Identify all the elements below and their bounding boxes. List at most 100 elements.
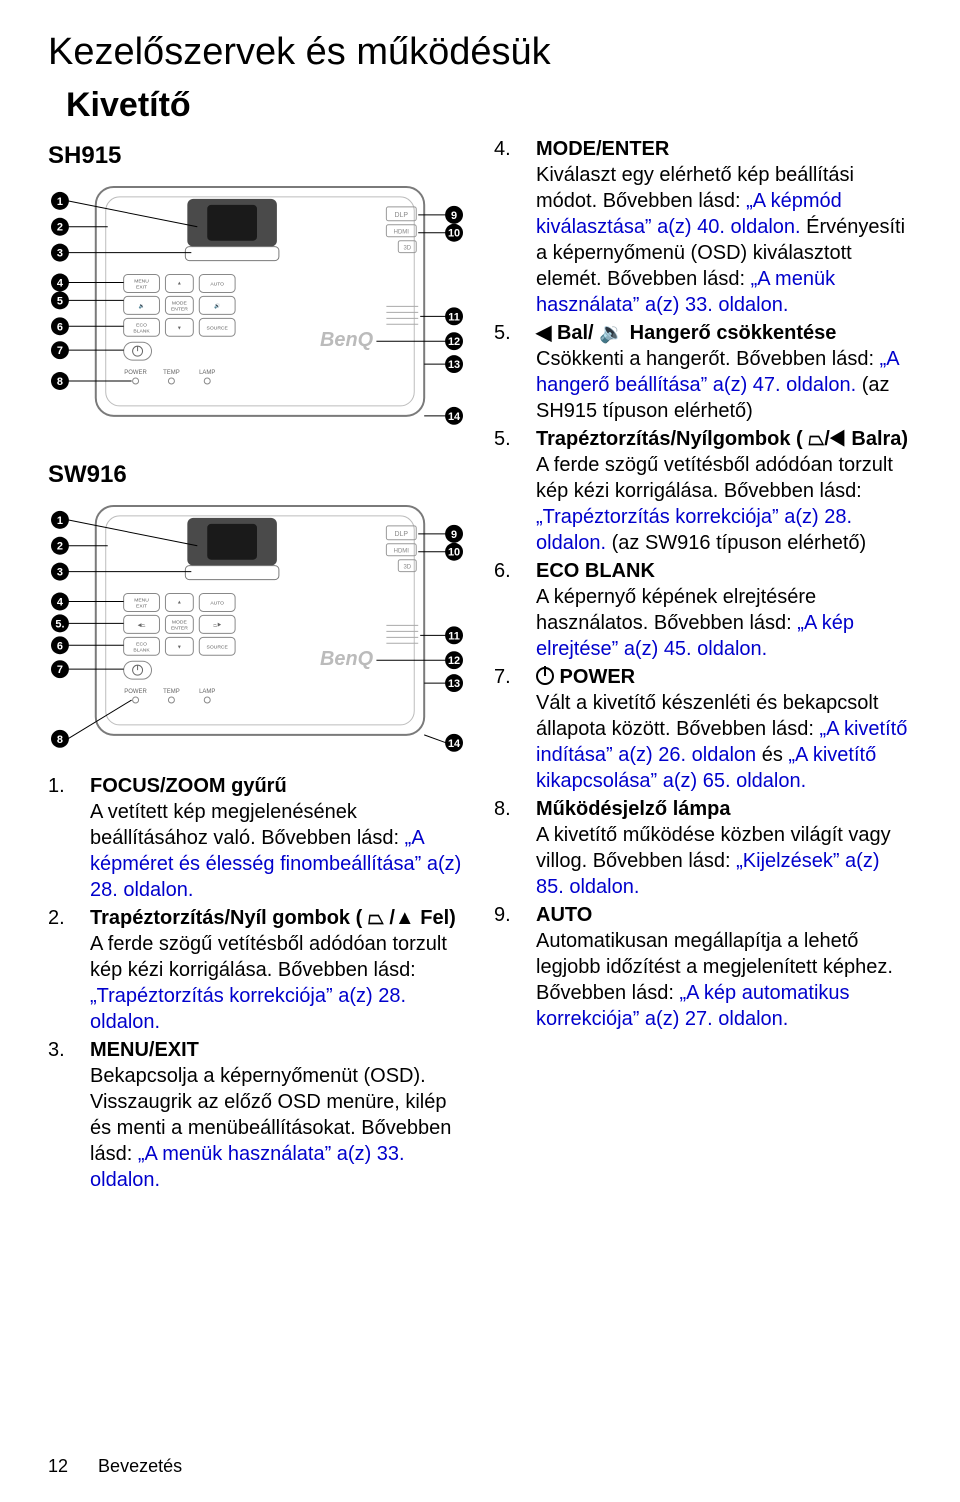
diagram-sh915: MENUEXIT ▲ AUTO 🔉 MODEENTER 🔊 ECOBLANK ▼… <box>48 177 466 436</box>
content-columns: SH915 MENUEXIT ▲ AUTO 🔉 MODEENTER 🔊 ECOB… <box>48 136 912 1196</box>
svg-text:HDMI: HDMI <box>394 548 410 554</box>
svg-text:AUTO: AUTO <box>210 600 224 606</box>
footer-section: Bevezetés <box>98 1456 182 1476</box>
svg-text:2: 2 <box>57 222 63 234</box>
item-number: 5. <box>494 426 520 556</box>
svg-text:6: 6 <box>57 640 63 652</box>
svg-text:BenQ: BenQ <box>320 329 374 351</box>
svg-text:ENTER: ENTER <box>171 306 188 312</box>
svg-text:1: 1 <box>57 515 63 527</box>
svg-text:▼: ▼ <box>177 645 182 650</box>
svg-text:5.: 5. <box>55 618 64 630</box>
item-body: Trapéztorzítás/Nyíl gombok ( ⏢ /▲ Fel)A … <box>90 905 466 1035</box>
cross-ref-link[interactable]: „A menük használata” a(z) 33. oldalon. <box>536 268 835 316</box>
item-title: Működésjelző lámpa <box>536 798 731 820</box>
cross-ref-link[interactable]: „A menük használata” a(z) 33. oldalon. <box>90 1143 405 1191</box>
model-sw916-label: SW916 <box>48 459 466 490</box>
model-sh915-label: SH915 <box>48 140 466 171</box>
item-title: POWER <box>536 666 635 688</box>
left-definitions: 1.FOCUS/ZOOM gyűrűA vetített kép megjele… <box>48 773 466 1193</box>
cross-ref-link[interactable]: „Trapéztorzítás korrekciója” a(z) 28. ol… <box>536 506 852 554</box>
definition-item: 3.MENU/EXITBekapcsolja a képernyőmenüt (… <box>48 1037 466 1193</box>
svg-text:9: 9 <box>451 210 457 222</box>
svg-text:🔊: 🔊 <box>214 302 220 309</box>
svg-text:SOURCE: SOURCE <box>207 644 229 650</box>
right-column: 4.MODE/ENTERKiválaszt egy elérhető kép b… <box>494 136 912 1196</box>
item-body: ◀ Bal/ 🔉 Hangerő csökkentéseCsökkenti a … <box>536 320 912 424</box>
svg-text:11: 11 <box>448 311 460 323</box>
item-number: 4. <box>494 136 520 318</box>
page-title: Kezelőszervek és működésük <box>48 28 912 77</box>
item-title: MODE/ENTER <box>536 138 669 160</box>
svg-text:8: 8 <box>57 376 63 388</box>
svg-text:7: 7 <box>57 664 63 676</box>
svg-text:DLP: DLP <box>395 531 409 538</box>
item-body: ECO BLANKA képernyő képének elrejtésére … <box>536 558 912 662</box>
cross-ref-link[interactable]: „A hangerő beállítása” a(z) 47. oldalon. <box>536 348 898 396</box>
item-title: ◀ Bal/ 🔉 Hangerő csökkentése <box>536 322 836 344</box>
cross-ref-link[interactable]: „A képmód kiválasztása” a(z) 40. oldalon… <box>536 190 842 238</box>
cross-ref-link[interactable]: „A kép automatikus korrekciója” a(z) 27.… <box>536 982 850 1030</box>
svg-text:14: 14 <box>448 737 461 749</box>
svg-text:9: 9 <box>451 529 457 541</box>
svg-text:4: 4 <box>57 596 64 608</box>
svg-text:ECO: ECO <box>136 322 147 328</box>
cross-ref-link[interactable]: „Trapéztorzítás korrekciója” a(z) 28. ol… <box>90 985 406 1033</box>
svg-text:POWER: POWER <box>124 689 147 695</box>
svg-text:▼: ▼ <box>177 326 182 331</box>
svg-text:TEMP: TEMP <box>163 689 180 695</box>
svg-text:▲: ▲ <box>177 281 182 286</box>
svg-text:4: 4 <box>57 277 64 289</box>
footer-page-number: 12 <box>48 1456 68 1476</box>
item-body: Működésjelző lámpaA kivetítő működése kö… <box>536 796 912 900</box>
right-definitions: 4.MODE/ENTERKiválaszt egy elérhető kép b… <box>494 136 912 1032</box>
item-body: MENU/EXITBekapcsolja a képernyőmenüt (OS… <box>90 1037 466 1193</box>
svg-text:DLP: DLP <box>395 212 409 219</box>
svg-text:▲: ▲ <box>177 600 182 605</box>
svg-text:3: 3 <box>57 247 63 259</box>
left-column: SH915 MENUEXIT ▲ AUTO 🔉 MODEENTER 🔊 ECOB… <box>48 136 466 1196</box>
svg-text:⏢▶: ⏢▶ <box>213 622 221 628</box>
item-title: FOCUS/ZOOM gyűrű <box>90 775 287 797</box>
svg-text:3D: 3D <box>403 245 411 251</box>
svg-text:13: 13 <box>448 678 460 690</box>
svg-text:AUTO: AUTO <box>210 281 224 287</box>
svg-text:MENU: MENU <box>134 597 149 603</box>
definition-item: 9.AUTOAutomatikusan megállapítja a lehet… <box>494 902 912 1032</box>
svg-text:🔉: 🔉 <box>138 303 144 309</box>
item-body: FOCUS/ZOOM gyűrűA vetített kép megjelené… <box>90 773 466 903</box>
svg-text:MENU: MENU <box>134 278 149 284</box>
item-title: AUTO <box>536 904 592 926</box>
svg-text:MODE: MODE <box>172 300 188 306</box>
svg-text:MODE: MODE <box>172 619 188 625</box>
svg-text:12: 12 <box>448 336 460 348</box>
item-number: 5. <box>494 320 520 424</box>
svg-text:14: 14 <box>448 411 461 423</box>
definition-item: 1.FOCUS/ZOOM gyűrűA vetített kép megjele… <box>48 773 466 903</box>
cross-ref-link[interactable]: „Kijelzések” a(z) 85. oldalon. <box>536 850 880 898</box>
svg-text:BenQ: BenQ <box>320 648 374 670</box>
definition-item: 2.Trapéztorzítás/Nyíl gombok ( ⏢ /▲ Fel)… <box>48 905 466 1035</box>
page-subtitle: Kivetítő <box>66 83 912 127</box>
svg-text:TEMP: TEMP <box>163 370 180 376</box>
item-number: 3. <box>48 1037 74 1193</box>
svg-text:1: 1 <box>57 196 63 208</box>
svg-text:BLANK: BLANK <box>133 328 150 334</box>
item-body: AUTOAutomatikusan megállapítja a lehető … <box>536 902 912 1032</box>
item-number: 9. <box>494 902 520 1032</box>
item-number: 2. <box>48 905 74 1035</box>
definition-item: 4.MODE/ENTERKiválaszt egy elérhető kép b… <box>494 136 912 318</box>
cross-ref-link[interactable]: „A kép elrejtése” a(z) 45. oldalon. <box>536 612 854 660</box>
svg-text:HDMI: HDMI <box>394 229 410 235</box>
item-body: MODE/ENTERKiválaszt egy elérhető kép beá… <box>536 136 912 318</box>
svg-text:EXIT: EXIT <box>136 284 147 290</box>
svg-text:POWER: POWER <box>124 370 147 376</box>
item-title: Trapéztorzítás/Nyílgombok ( ⏢/◀ Balra) <box>536 428 908 450</box>
definition-item: 5. Trapéztorzítás/Nyílgombok ( ⏢/◀ Balra)… <box>494 426 912 556</box>
svg-text:13: 13 <box>448 359 460 371</box>
diagram-sw916: MENUEXIT ▲ AUTO ◀⏢ MODEENTER ⏢▶ ECOBLANK… <box>48 496 466 755</box>
item-body: POWERVált a kivetítő készenléti és bekap… <box>536 664 912 794</box>
definition-item: 5.◀ Bal/ 🔉 Hangerő csökkentéseCsökkenti … <box>494 320 912 424</box>
cross-ref-link[interactable]: „A képméret és élesség finombeállítása” … <box>90 827 461 901</box>
definition-item: 8.Működésjelző lámpaA kivetítő működése … <box>494 796 912 900</box>
